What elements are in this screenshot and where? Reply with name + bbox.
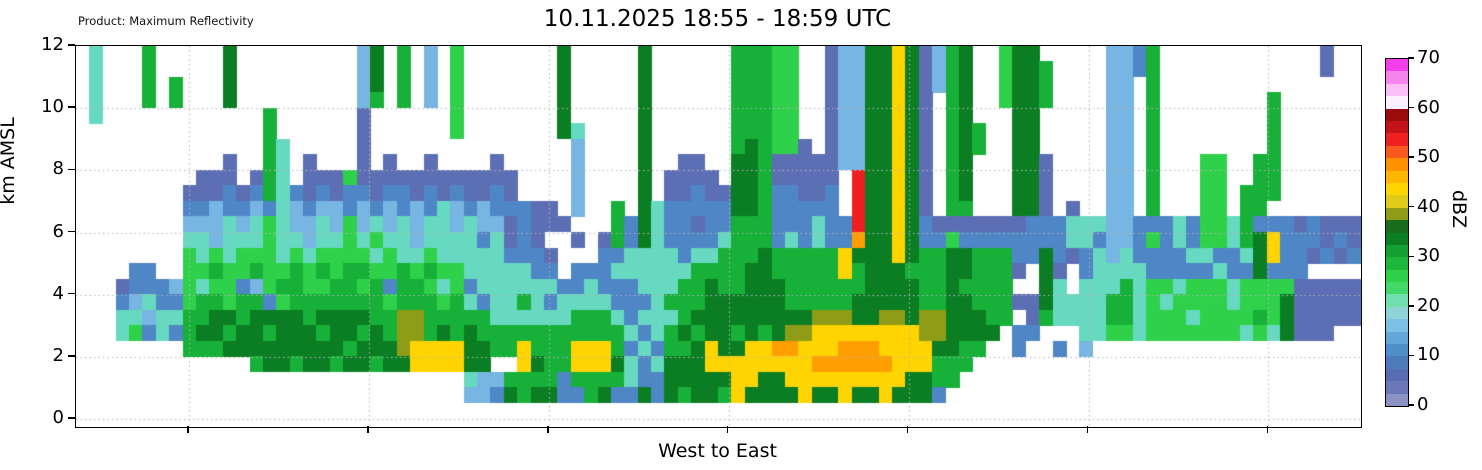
colorbar-segment-62.5dbz — [1386, 83, 1408, 97]
colorbar-segment-60dbz — [1386, 96, 1408, 109]
colorbar-segment-12.5dbz — [1386, 331, 1408, 345]
colorbar-segment-20dbz — [1386, 294, 1408, 307]
colorbar-segment-30dbz — [1386, 244, 1408, 258]
colorbar-tick-mark-70 — [1408, 57, 1414, 59]
y-tick-mark-2 — [68, 355, 75, 357]
colorbar-tick-mark-30 — [1408, 255, 1414, 257]
y-tick-mark-6 — [68, 230, 75, 233]
colorbar-segment-65dbz — [1386, 71, 1408, 84]
colorbar-tick-mark-40 — [1408, 206, 1414, 208]
y-tick-label-2: 2 — [52, 344, 64, 366]
colorbar-segment-10dbz — [1386, 344, 1408, 357]
colorbar-segment-42.5dbz — [1386, 182, 1408, 196]
x-tick-mark-3 — [727, 426, 729, 433]
plot-area — [75, 45, 1362, 428]
colorbar-segment-7.5dbz — [1386, 356, 1408, 369]
colorbar-segment-47.5dbz — [1386, 158, 1408, 171]
x-axis-label: West to East — [658, 440, 777, 462]
colorbar-tick-label-60: 60 — [1417, 96, 1440, 118]
colorbar-segment-50dbz — [1386, 145, 1408, 159]
y-tick-mark-0 — [68, 417, 75, 419]
y-tick-label-6: 6 — [52, 220, 64, 242]
y-tick-label-4: 4 — [52, 282, 64, 304]
colorbar-segment-22.5dbz — [1386, 282, 1408, 295]
x-tick-mark-5 — [1086, 426, 1089, 433]
y-tick-mark-10 — [68, 106, 75, 108]
colorbar — [1385, 58, 1409, 407]
colorbar-segment-25dbz — [1386, 269, 1408, 283]
colorbar-segment-5dbz — [1386, 368, 1408, 382]
colorbar-tick-label-0: 0 — [1417, 394, 1429, 415]
y-tick-label-12: 12 — [41, 34, 64, 55]
colorbar-segment-27.5dbz — [1386, 257, 1408, 270]
colorbar-tick-label-70: 70 — [1417, 47, 1440, 68]
colorbar-segment-32.5dbz — [1386, 232, 1408, 245]
colorbar-segment-37.5dbz — [1386, 207, 1408, 221]
x-tick-mark-0 — [187, 426, 189, 433]
y-tick-label-10: 10 — [41, 96, 64, 118]
x-tick-mark-2 — [547, 426, 549, 433]
colorbar-segment-55dbz — [1386, 121, 1408, 134]
chart-title: 10.11.2025 18:55 - 18:59 UTC — [543, 6, 892, 32]
colorbar-segment-57.5dbz — [1386, 108, 1408, 122]
y-tick-mark-4 — [68, 292, 75, 295]
y-tick-mark-12 — [68, 44, 75, 46]
colorbar-tick-mark-60 — [1408, 106, 1414, 109]
x-tick-mark-1 — [367, 426, 369, 433]
colorbar-tick-label-50: 50 — [1417, 146, 1440, 168]
y-tick-label-8: 8 — [52, 158, 64, 180]
colorbar-segment-35dbz — [1386, 220, 1408, 233]
colorbar-tick-label-30: 30 — [1417, 245, 1440, 267]
colorbar-label: dBZ — [1448, 190, 1470, 229]
colorbar-tick-mark-10 — [1408, 354, 1414, 357]
colorbar-segment-17.5dbz — [1386, 306, 1408, 320]
colorbar-tick-label-40: 40 — [1417, 195, 1440, 217]
colorbar-segment-52.5dbz — [1386, 133, 1408, 146]
colorbar-segment-15dbz — [1386, 319, 1408, 332]
colorbar-tick-mark-0 — [1408, 404, 1414, 406]
colorbar-segment-45dbz — [1386, 170, 1408, 183]
colorbar-tick-label-20: 20 — [1417, 294, 1440, 316]
colorbar-segment-0dbz — [1386, 393, 1408, 406]
y-tick-mark-8 — [68, 168, 75, 171]
colorbar-segment-2.5dbz — [1386, 381, 1408, 394]
colorbar-tick-mark-20 — [1408, 305, 1414, 307]
y-tick-label-0: 0 — [52, 407, 64, 428]
x-tick-mark-4 — [906, 426, 909, 433]
colorbar-segment-67.5dbz — [1386, 59, 1408, 72]
product-label: Product: Maximum Reflectivity — [78, 14, 254, 28]
colorbar-tick-mark-50 — [1408, 156, 1414, 158]
y-axis-label: km AMSL — [0, 117, 19, 205]
x-tick-mark-6 — [1266, 426, 1269, 433]
colorbar-segment-40dbz — [1386, 195, 1408, 208]
reflectivity-heatmap-canvas — [76, 46, 1361, 427]
colorbar-tick-label-10: 10 — [1417, 344, 1440, 366]
